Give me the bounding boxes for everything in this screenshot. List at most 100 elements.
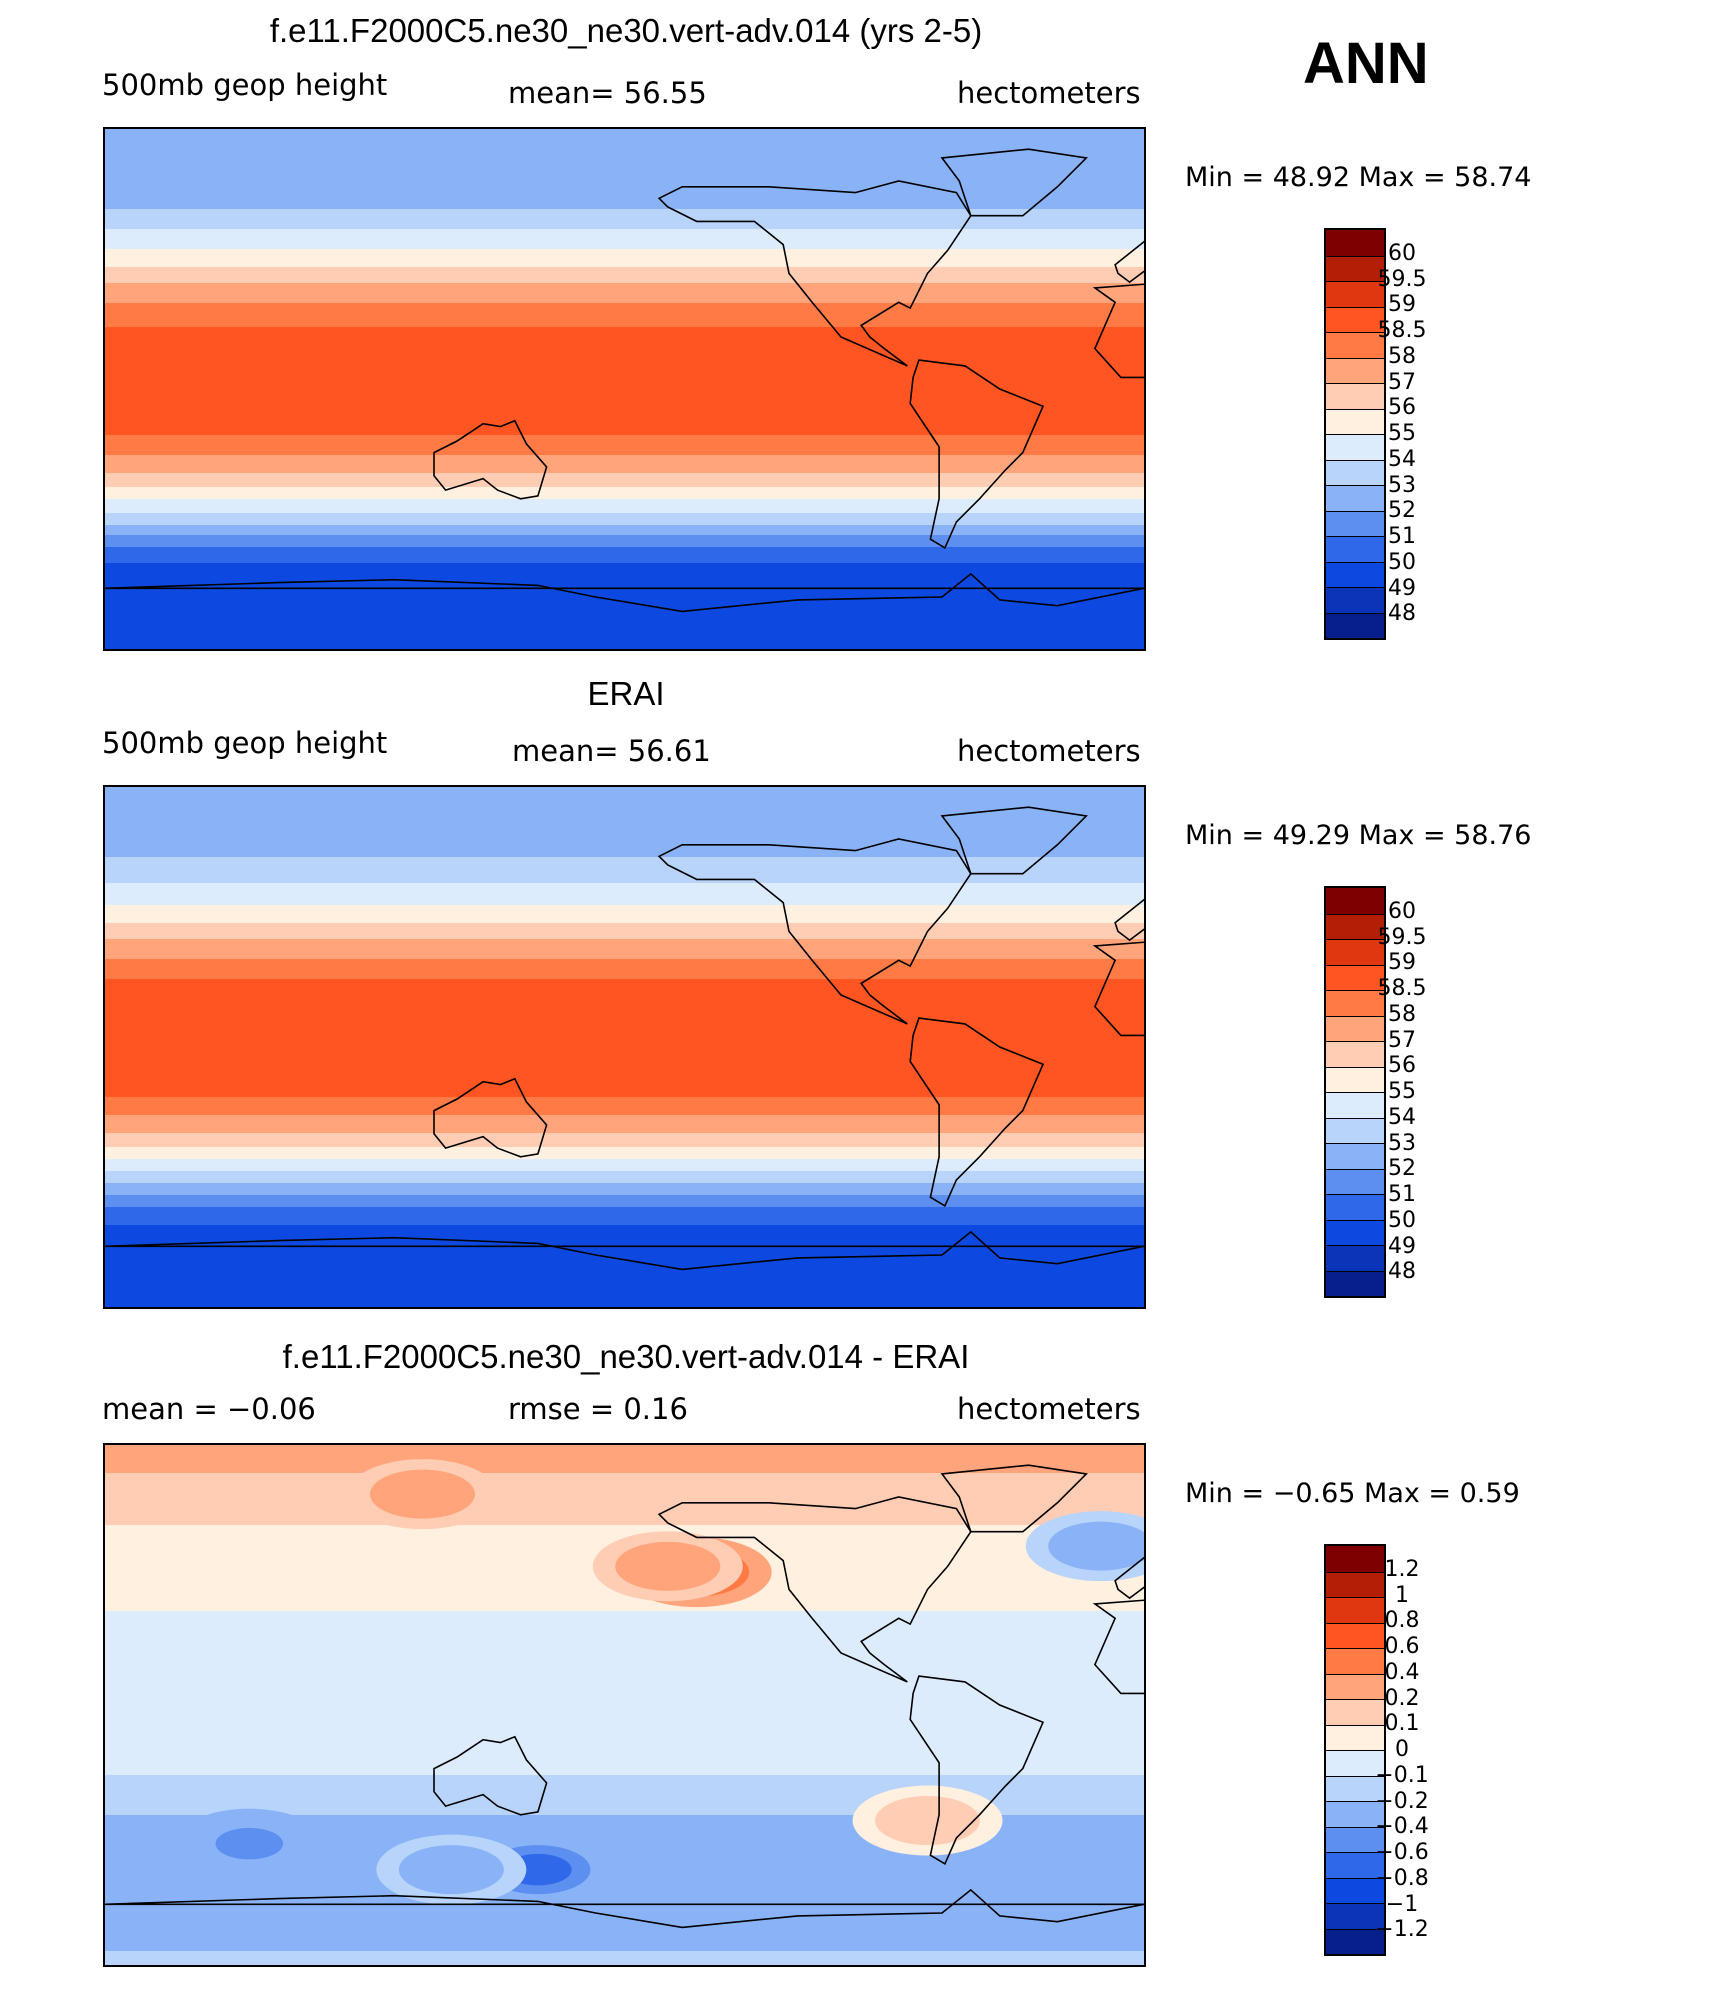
contour-band xyxy=(105,891,1144,894)
contour-band xyxy=(105,1489,1144,1492)
coastline xyxy=(105,1888,1144,1929)
contour-band xyxy=(105,357,1144,360)
contour-band xyxy=(105,1779,1144,1782)
contour-band xyxy=(105,471,1144,474)
contour-band xyxy=(105,789,1144,792)
contour-band xyxy=(105,607,1144,610)
contour-band xyxy=(105,989,1144,992)
contour-band xyxy=(105,901,1144,904)
contour-band xyxy=(105,555,1144,558)
contour-band xyxy=(105,1193,1144,1196)
contour-band xyxy=(105,519,1144,522)
contour-band xyxy=(105,887,1144,890)
contour-band xyxy=(105,1141,1144,1144)
colorbar-tick-label: 59 xyxy=(1388,950,1416,976)
contour-band xyxy=(105,913,1144,916)
contour-band xyxy=(105,577,1144,580)
contour-band xyxy=(105,1769,1144,1772)
contour-band xyxy=(105,507,1144,510)
contour-band xyxy=(105,137,1144,140)
contour-band xyxy=(105,145,1144,148)
contour-band xyxy=(105,1669,1144,1672)
contour-band xyxy=(105,1759,1144,1762)
contour-band xyxy=(105,873,1144,876)
contour-band xyxy=(105,201,1144,204)
contour-band xyxy=(105,1605,1144,1608)
contour-band xyxy=(105,1123,1144,1126)
colorbar-swatch xyxy=(1326,1903,1384,1929)
colorbar-swatch xyxy=(1326,332,1384,358)
coastline xyxy=(940,806,1088,875)
colorbar-swatch xyxy=(1326,357,1384,383)
contour-band xyxy=(105,1753,1144,1756)
contour-band xyxy=(105,1939,1144,1942)
contour-band xyxy=(105,633,1144,636)
contour-band xyxy=(105,1189,1144,1192)
contour-band xyxy=(105,229,1144,232)
contour-band xyxy=(105,1835,1144,1838)
contour-band xyxy=(105,515,1144,518)
contour-band xyxy=(105,1809,1144,1812)
contour-band xyxy=(105,995,1144,998)
contour-band xyxy=(105,1949,1144,1952)
contour-band xyxy=(105,1465,1144,1468)
contour-band xyxy=(105,533,1144,536)
contour-band xyxy=(105,523,1144,526)
contour-band xyxy=(105,1675,1144,1678)
colorbar-tick-label: 48 xyxy=(1388,1259,1416,1285)
contour-band xyxy=(105,897,1144,900)
contour-band xyxy=(105,1507,1144,1510)
contour-band xyxy=(105,1933,1144,1936)
contour-band xyxy=(105,1843,1144,1846)
contour-band xyxy=(105,1039,1144,1042)
contour-band xyxy=(105,1241,1144,1244)
contour-band xyxy=(105,1491,1144,1494)
contour-band xyxy=(105,1147,1144,1150)
contour-band xyxy=(105,191,1144,194)
contour-band xyxy=(105,439,1144,442)
contour-band xyxy=(105,787,1144,790)
contour-band xyxy=(105,963,1144,966)
contour-band xyxy=(105,451,1144,454)
contour-band xyxy=(105,1139,1144,1142)
contour-band xyxy=(105,249,1144,252)
colorbar-swatch xyxy=(1326,1750,1384,1776)
contour-band xyxy=(105,545,1144,548)
colorbar-swatch xyxy=(1326,1015,1384,1041)
contour-band xyxy=(105,961,1144,964)
contour-band xyxy=(105,801,1144,804)
contour-band xyxy=(105,1719,1144,1722)
colorbar-swatch xyxy=(1326,1724,1384,1750)
contour-band xyxy=(105,1733,1144,1736)
contour-band xyxy=(105,245,1144,248)
contour-band xyxy=(105,541,1144,544)
contour-band xyxy=(105,389,1144,392)
contour-band xyxy=(105,1959,1144,1962)
contour-band xyxy=(105,797,1144,800)
contour-band xyxy=(105,153,1144,156)
contour-band xyxy=(105,1301,1144,1304)
contour-band xyxy=(105,1085,1144,1088)
contour-band xyxy=(105,415,1144,418)
colorbar-swatch xyxy=(1326,1852,1384,1878)
contour-band xyxy=(105,531,1144,534)
contour-band xyxy=(105,1149,1144,1152)
contour-band xyxy=(105,1597,1144,1600)
contour-band xyxy=(105,493,1144,496)
anomaly-contour xyxy=(1066,1530,1135,1562)
contour-band xyxy=(105,1901,1144,1904)
contour-band xyxy=(105,1101,1144,1104)
contour-band xyxy=(105,425,1144,428)
colorbar-swatch xyxy=(1326,1597,1384,1623)
contour-band xyxy=(105,141,1144,144)
contour-band xyxy=(105,1943,1144,1946)
contour-band xyxy=(105,505,1144,508)
contour-band xyxy=(105,1257,1144,1260)
contour-band xyxy=(105,1087,1144,1090)
contour-band xyxy=(105,1741,1144,1744)
colorbar-tick-label: 56 xyxy=(1388,395,1416,421)
contour-band xyxy=(105,1937,1144,1940)
contour-band xyxy=(105,437,1144,440)
contour-band xyxy=(105,1947,1144,1950)
contour-band xyxy=(105,317,1144,320)
